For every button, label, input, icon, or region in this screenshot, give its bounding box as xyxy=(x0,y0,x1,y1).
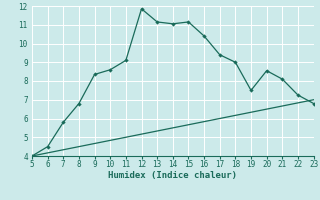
X-axis label: Humidex (Indice chaleur): Humidex (Indice chaleur) xyxy=(108,171,237,180)
